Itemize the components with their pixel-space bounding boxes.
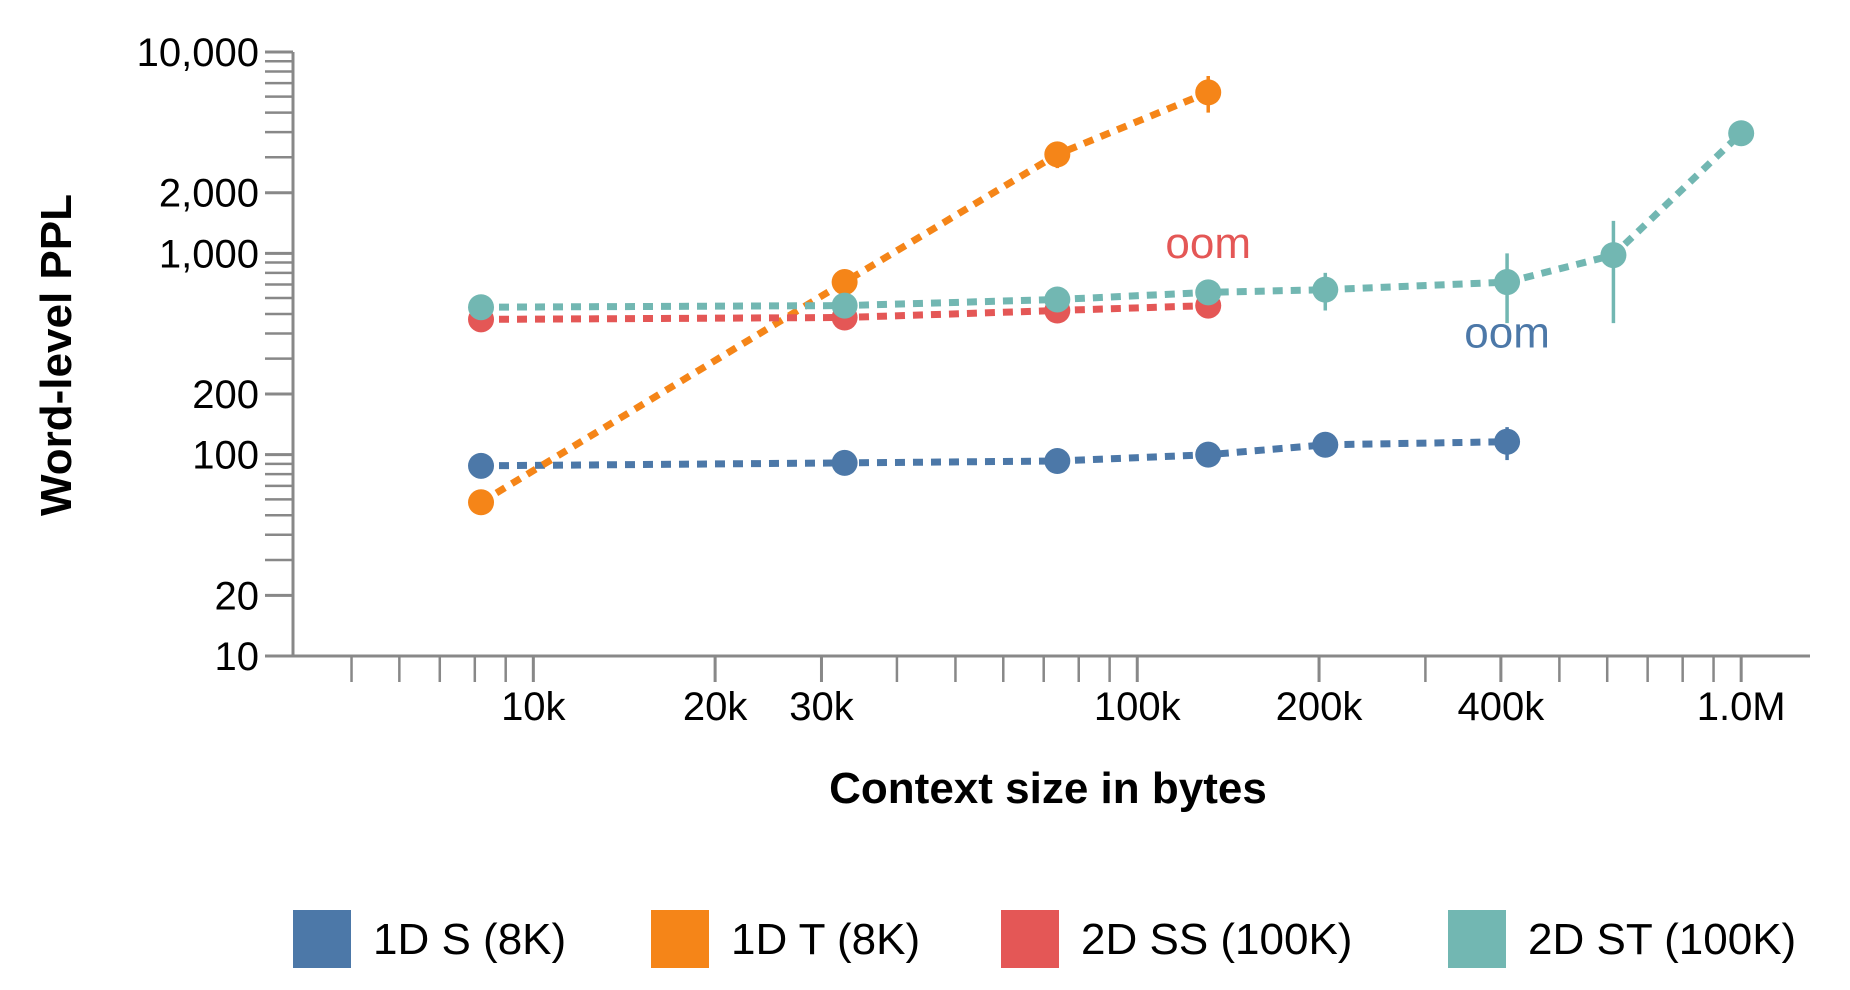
legend-swatch [293, 910, 351, 968]
legend-swatch [651, 910, 709, 968]
axes-layer: 10 20 100 200 1,000 2,000 10,000 10k 20k 30k 100k 2… [137, 31, 1810, 729]
x-tick-label: 1.0M [1697, 685, 1786, 729]
data-point [468, 489, 495, 516]
legend-item: 2D ST (100K) [1448, 910, 1796, 968]
series-line [480, 438, 1508, 470]
data-point [1728, 120, 1755, 147]
x-tick-label: 30k [789, 685, 854, 729]
legend-item: 1D T (8K) [651, 910, 920, 968]
oom-annotation: oom [1464, 309, 1550, 358]
data-point [468, 294, 495, 321]
series-line [480, 302, 1209, 323]
oom-annotation: oom [1165, 219, 1251, 268]
legend: 1D S (8K) 1D T (8K) 2D SS (100K) 2D ST (100… [293, 910, 1796, 968]
legend-label: 1D T (8K) [731, 915, 920, 964]
data-point [1195, 279, 1222, 306]
data-point [1312, 276, 1339, 303]
data-point [1195, 441, 1222, 468]
y-axis-title: Word-level PPL [32, 194, 81, 516]
legend-label: 1D S (8K) [373, 915, 566, 964]
legend-swatch [1001, 910, 1059, 968]
y-tick-label: 20 [215, 574, 260, 618]
data-point [1600, 242, 1627, 269]
legend-item: 2D SS (100K) [1001, 910, 1352, 968]
x-tick-label: 100k [1094, 685, 1182, 729]
x-tick-label: 10k [501, 685, 566, 729]
data-point [831, 449, 858, 476]
series-1d-s-8k [468, 427, 1521, 479]
x-tick-label: 20k [683, 685, 748, 729]
y-tick-label: 2,000 [159, 172, 259, 216]
x-tick-label: 200k [1276, 685, 1364, 729]
x-axis-title: Context size in bytes [829, 764, 1267, 813]
annotation-layer: oom oom [1165, 219, 1549, 358]
series-line [479, 89, 1210, 506]
series-layer [468, 75, 1755, 516]
y-tick-label: 200 [192, 373, 259, 417]
y-tick-label: 10 [215, 635, 260, 679]
y-tick-label: 1,000 [159, 232, 259, 276]
data-point [831, 292, 858, 319]
data-point [1494, 269, 1521, 296]
data-point [1195, 79, 1222, 106]
legend-item: 1D S (8K) [293, 910, 566, 968]
data-point [1312, 431, 1339, 458]
series-1d-t-8k [468, 75, 1222, 516]
series-line [480, 130, 1744, 311]
data-point [1044, 141, 1071, 168]
y-tick-label: 10,000 [137, 31, 259, 75]
data-point [1494, 428, 1521, 455]
data-point [1044, 448, 1071, 475]
x-tick-label: 400k [1457, 685, 1545, 729]
legend-label: 2D ST (100K) [1528, 915, 1796, 964]
data-point [831, 269, 858, 296]
data-point [1044, 286, 1071, 313]
y-tick-label: 100 [192, 434, 259, 478]
data-point [468, 452, 495, 479]
legend-swatch [1448, 910, 1506, 968]
series-2d-st-100k [468, 120, 1755, 324]
legend-label: 2D SS (100K) [1081, 915, 1352, 964]
